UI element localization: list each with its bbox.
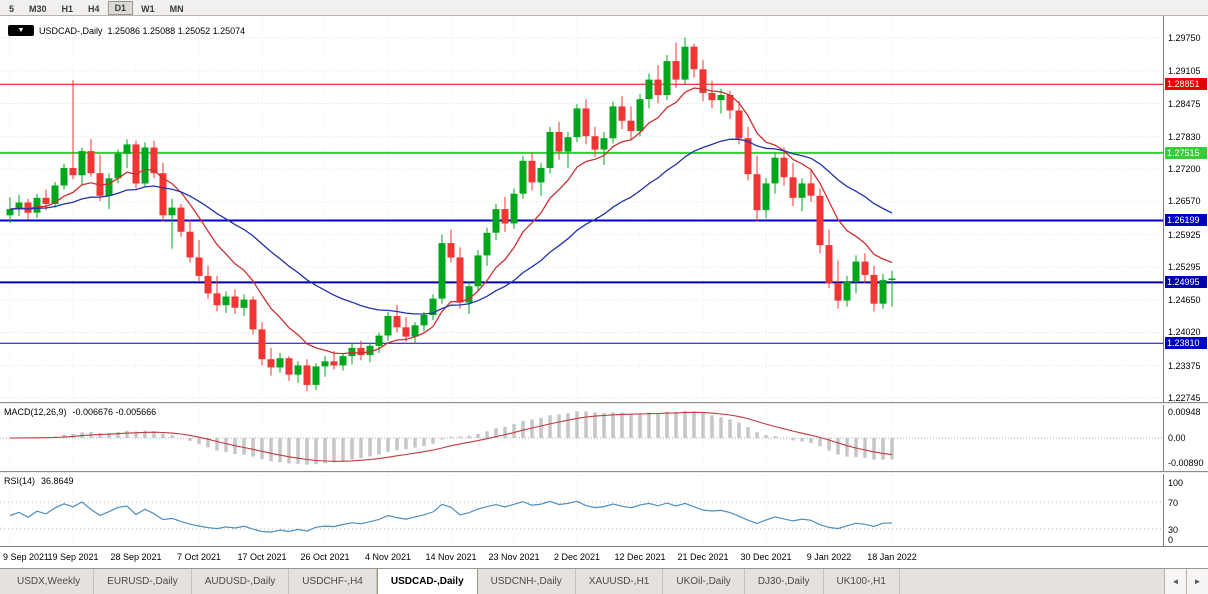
price-tag: 1.27515 (1165, 146, 1207, 159)
tab-uk100-h1[interactable]: UK100-,H1 (824, 569, 900, 594)
axis-label: 1.25925 (1168, 229, 1201, 240)
axis-label: 1.27830 (1168, 131, 1201, 142)
date-label: 26 Oct 2021 (300, 552, 350, 562)
chevron-down-icon: ▼ (17, 27, 25, 34)
date-label: 7 Oct 2021 (176, 552, 222, 562)
price-tag: 1.23810 (1165, 337, 1207, 350)
tab-eurusd-daily[interactable]: EURUSD-,Daily (94, 569, 192, 594)
period-button-m30[interactable]: M30 (29, 3, 47, 14)
period-button-w1[interactable]: W1 (141, 3, 155, 14)
axis-label: 0.00948 (1168, 407, 1201, 417)
price-tag: 1.26199 (1165, 214, 1207, 227)
tab-usdx-weekly[interactable]: USDX,Weekly (4, 569, 95, 594)
macd-axis: 0.00948 0.00 -0.00890 (1163, 405, 1208, 471)
chart-symbol-label: USDCAD-,Daily (39, 25, 103, 36)
axis-label: 0 (1168, 535, 1174, 545)
tab-usdcad-daily[interactable]: USDCAD-,Daily (376, 569, 478, 594)
macd-panel: 0.00948 0.00 -0.00890 MACD(12,26,9) -0.006… (0, 405, 1208, 471)
axis-label: 1.28475 (1168, 98, 1201, 109)
date-label: 17 Oct 2021 (237, 552, 287, 562)
panel-separator[interactable] (0, 402, 1208, 405)
tabbar-spacer (900, 569, 1164, 594)
date-label: 18 Jan 2022 (867, 552, 917, 562)
rsi-value: 36.8649 (41, 476, 74, 486)
axis-label: 1.24020 (1168, 327, 1201, 338)
rsi-panel: 100 70 30 0 RSI(14) 36.8649 (0, 474, 1208, 546)
macd-svg (0, 405, 1163, 471)
macd-chart-area[interactable] (0, 405, 1163, 471)
axis-label: 1.22745 (1168, 393, 1201, 403)
period-button-d1[interactable]: D1 (107, 0, 134, 15)
main-chart-panel: 1.29750 1.29105 1.28475 1.27830 1.27200 1.265… (0, 16, 1208, 403)
rsi-label: RSI(14) 36.8649 (4, 476, 74, 486)
axis-label: 1.25295 (1168, 261, 1201, 272)
date-label: 19 Sep 2021 (47, 552, 99, 562)
symbol-tab-bar: USDX,Weekly EURUSD-,Daily AUDUSD-,Daily … (0, 568, 1208, 594)
time-axis[interactable]: 9 Sep 2021 19 Sep 2021 28 Sep 2021 7 Oct 20… (0, 546, 1208, 568)
axis-label: 1.23375 (1168, 360, 1201, 371)
axis-label: -0.00890 (1168, 458, 1204, 468)
tab-xauusd-h1[interactable]: XAUUSD-,H1 (576, 569, 664, 594)
axis-label: 1.27200 (1168, 164, 1201, 175)
macd-label: MACD(12,26,9) -0.006676 -0.005666 (4, 407, 156, 417)
tab-usdcnh-daily[interactable]: USDCNH-,Daily (478, 569, 576, 594)
macd-name: MACD(12,26,9) (4, 407, 67, 417)
rsi-name: RSI(14) (4, 476, 36, 486)
timeframe-toolbar: 5 M30 H1 H4 D1 W1 MN (0, 0, 1208, 16)
chart-quote-label: 1.25086 1.25088 1.25052 1.25074 (107, 25, 246, 36)
axis-label: 1.29105 (1168, 66, 1201, 77)
axis-label: 30 (1168, 525, 1179, 535)
axis-label: 1.29750 (1168, 33, 1201, 43)
date-label: 2 Dec 2021 (553, 552, 601, 562)
date-label: 14 Nov 2021 (425, 552, 477, 562)
axis-label: 100 (1168, 477, 1184, 488)
rsi-svg (0, 474, 1163, 546)
date-label: 23 Nov 2021 (488, 552, 540, 562)
axis-label: 0.00 (1168, 433, 1186, 443)
scroll-left-icon: ◄ (1171, 577, 1180, 586)
collapse-button[interactable]: ▼ (8, 25, 34, 36)
scroll-right-icon: ► (1193, 577, 1202, 586)
price-tag: 1.24995 (1165, 276, 1207, 289)
period-button-h1[interactable]: H1 (61, 3, 74, 14)
date-label: 9 Jan 2022 (806, 552, 852, 562)
candlestick-chart-area[interactable] (0, 16, 1163, 402)
date-label: 12 Dec 2021 (614, 552, 666, 562)
tab-audusd-daily[interactable]: AUDUSD-,Daily (192, 569, 290, 594)
date-label: 9 Sep 2021 (3, 552, 50, 562)
tab-dj30-daily[interactable]: DJ30-,Daily (745, 569, 824, 594)
chart-title: ▼ USDCAD-,Daily 1.25086 1.25088 1.25052 … (8, 25, 245, 36)
price-tag: 1.28851 (1165, 78, 1207, 91)
panel-separator[interactable] (0, 471, 1208, 474)
rsi-chart-area[interactable] (0, 474, 1163, 546)
period-button-5[interactable]: 5 (9, 3, 15, 14)
period-button-mn[interactable]: MN (169, 3, 184, 14)
axis-label: 1.24650 (1168, 295, 1201, 306)
date-label: 28 Sep 2021 (110, 552, 162, 562)
axis-label: 70 (1168, 498, 1179, 508)
tab-scroll-left-button[interactable]: ◄ (1164, 569, 1186, 594)
date-label: 4 Nov 2021 (364, 552, 412, 562)
price-axis[interactable]: 1.29750 1.29105 1.28475 1.27830 1.27200 1.265… (1163, 16, 1208, 403)
tab-scroll-right-button[interactable]: ► (1186, 569, 1208, 594)
date-label: 30 Dec 2021 (740, 552, 792, 562)
tab-usdchf-h4[interactable]: USDCHF-,H4 (289, 569, 377, 594)
period-button-h4[interactable]: H4 (88, 3, 100, 14)
date-label: 21 Dec 2021 (677, 552, 729, 562)
axis-label: 1.26570 (1168, 196, 1201, 207)
candlestick-svg (0, 16, 1163, 402)
macd-values: -0.006676 -0.005666 (72, 407, 157, 417)
tab-ukoil-daily[interactable]: UKOil-,Daily (663, 569, 745, 594)
rsi-axis: 100 70 30 0 (1163, 474, 1208, 546)
